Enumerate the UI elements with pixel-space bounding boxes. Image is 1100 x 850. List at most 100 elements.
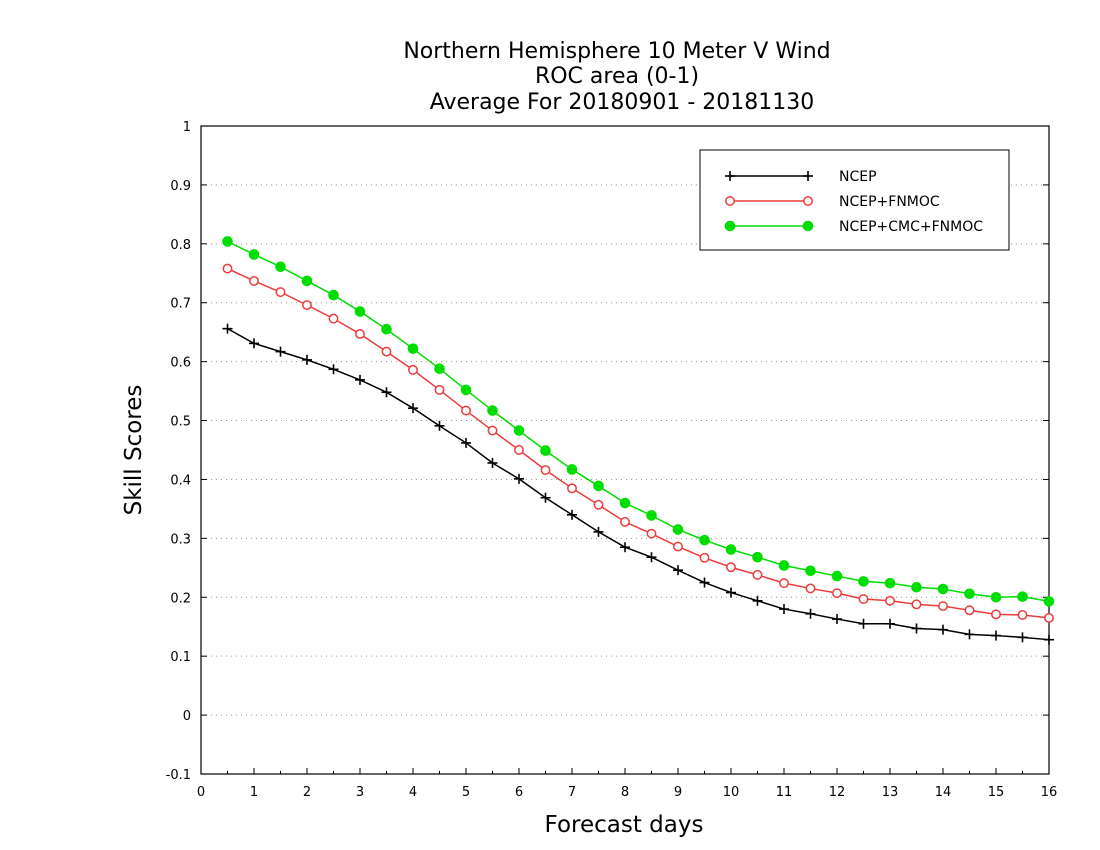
chart-title-line-3: Average For 20180901 - 20181130	[430, 90, 815, 115]
data-point	[1017, 591, 1028, 602]
x-tick-label: 4	[409, 785, 417, 800]
data-point	[355, 328, 365, 339]
data-point	[832, 614, 842, 625]
data-point	[461, 437, 471, 448]
data-point	[672, 524, 684, 535]
data-point	[381, 387, 392, 398]
series-ncep	[222, 323, 1054, 645]
x-axis: 0 1 2 3 4 5 6 7 8 9 10 11 12 13 14 15 16	[197, 768, 1057, 800]
legend-box	[699, 149, 1010, 251]
legend-label: NCEP+FNMOC	[839, 194, 940, 210]
data-point	[619, 497, 631, 509]
data-point	[699, 534, 710, 546]
data-point	[567, 509, 577, 520]
x-tick-label: 14	[935, 785, 952, 800]
data-point	[460, 384, 472, 396]
data-point	[964, 629, 975, 640]
data-point	[514, 473, 524, 484]
data-point	[328, 364, 339, 375]
data-point	[885, 618, 895, 629]
data-point	[328, 313, 339, 324]
data-point	[938, 624, 948, 635]
data-point	[831, 570, 843, 582]
data-point	[858, 618, 869, 629]
series-line	[227, 327, 1050, 641]
x-tick-label: 3	[356, 785, 364, 800]
data-point	[673, 565, 683, 576]
x-tick-label: 11	[776, 785, 793, 800]
data-point	[566, 464, 578, 475]
data-point	[646, 528, 657, 539]
data-point	[514, 445, 524, 455]
data-point	[328, 289, 339, 301]
data-point	[355, 374, 365, 385]
data-point	[752, 595, 763, 606]
data-point	[1043, 596, 1055, 607]
y-tick-label: 0.6	[170, 356, 191, 371]
y-tick-label: 0	[183, 709, 191, 724]
y-tick-label: 0.9	[170, 179, 191, 194]
chart-title-line-1: Northern Hemisphere 10 Meter V Wind	[403, 39, 830, 64]
data-point	[885, 595, 895, 606]
data-point	[593, 480, 604, 492]
data-point	[434, 420, 445, 431]
data-point	[1044, 634, 1054, 645]
data-point	[991, 609, 1001, 620]
data-point	[408, 403, 418, 414]
x-tick-label: 9	[674, 785, 682, 800]
data-point	[487, 425, 498, 436]
chart-title-line-2: ROC area (0-1)	[535, 64, 699, 89]
data-point	[805, 583, 816, 594]
data-point	[832, 588, 842, 599]
data-point	[567, 483, 577, 494]
data-point	[407, 343, 419, 354]
legend-marker	[802, 220, 814, 232]
x-tick-label: 16	[1041, 785, 1058, 800]
x-tick-label: 10	[723, 785, 740, 800]
data-point	[540, 465, 551, 475]
y-tick-label: 0.5	[170, 415, 191, 430]
data-point	[222, 236, 233, 247]
data-point	[964, 588, 975, 600]
data-point	[301, 275, 313, 287]
x-tick-label: 8	[621, 785, 629, 800]
data-point	[1044, 612, 1054, 623]
data-point	[673, 541, 683, 552]
legend-marker	[725, 196, 735, 206]
x-axis-label: Forecast days	[545, 812, 704, 838]
legend-label: NCEP+CMC+FNMOC	[839, 219, 983, 235]
data-point	[302, 300, 312, 311]
x-tick-label: 6	[515, 785, 523, 800]
data-point	[275, 287, 286, 298]
x-tick-label: 15	[988, 785, 1005, 800]
data-point	[1017, 609, 1028, 620]
data-point	[1017, 632, 1028, 643]
data-point	[593, 499, 604, 510]
series-line	[227, 267, 1050, 619]
data-point	[434, 363, 445, 375]
y-axis: -0.1 0 0.1 0.2 0.3 0.4 0.5 0.6 0.7 0.8 0.9 1	[166, 120, 1049, 783]
gridlines	[201, 184, 1049, 716]
data-point	[752, 569, 763, 580]
data-point	[779, 604, 789, 615]
data-point	[779, 578, 789, 589]
data-point	[620, 542, 630, 553]
data-point	[699, 577, 710, 588]
data-point	[381, 346, 392, 357]
data-point	[937, 583, 949, 595]
data-point	[725, 544, 737, 555]
legend-marker	[724, 220, 736, 232]
legend-entry: NCEP	[725, 169, 877, 185]
legend-entry: NCEP+CMC+FNMOC	[724, 219, 983, 235]
y-tick-label: 1	[183, 120, 191, 135]
data-point	[487, 457, 498, 468]
data-point	[249, 338, 259, 349]
x-tick-label: 7	[568, 785, 576, 800]
data-point	[699, 552, 710, 563]
legend-marker	[803, 171, 813, 181]
x-tick-label: 12	[829, 785, 846, 800]
data-point	[540, 492, 551, 503]
data-point	[275, 261, 286, 273]
x-tick-label: 13	[882, 785, 899, 800]
